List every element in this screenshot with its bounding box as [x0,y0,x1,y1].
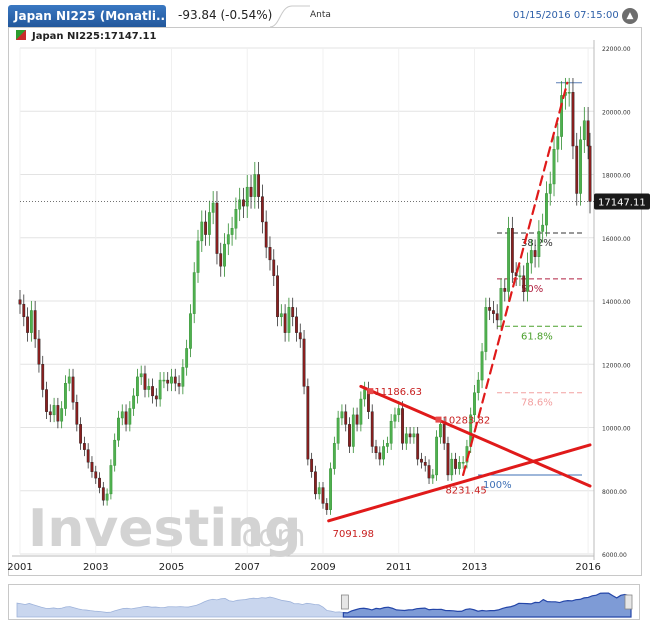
legend-label: Japan NI225:17147.11 [32,31,157,42]
navigator-handle [624,594,633,610]
navigator-selection [342,592,632,618]
tab-separator [270,5,310,27]
navigator-svg [16,592,633,618]
chart-frame [8,27,642,576]
chart-header: Japan NI225 (Monatli... -93.84 (-0.54%) … [8,5,642,27]
collapse-icon[interactable]: ▲ [622,8,638,24]
chart-legend: Japan NI225:17147.11 [16,30,156,42]
timestamp: 01/15/2016 07:15:00 [513,10,619,21]
navigator-handle [340,594,349,610]
candle-legend-icon [16,30,26,40]
price-change: -93.84 (-0.54%) [178,8,273,22]
instrument-title[interactable]: Japan NI225 (Monatli... [8,5,166,27]
range-navigator[interactable] [8,584,640,620]
tab-anta[interactable]: Anta [310,10,331,20]
navigator-history [16,596,344,618]
